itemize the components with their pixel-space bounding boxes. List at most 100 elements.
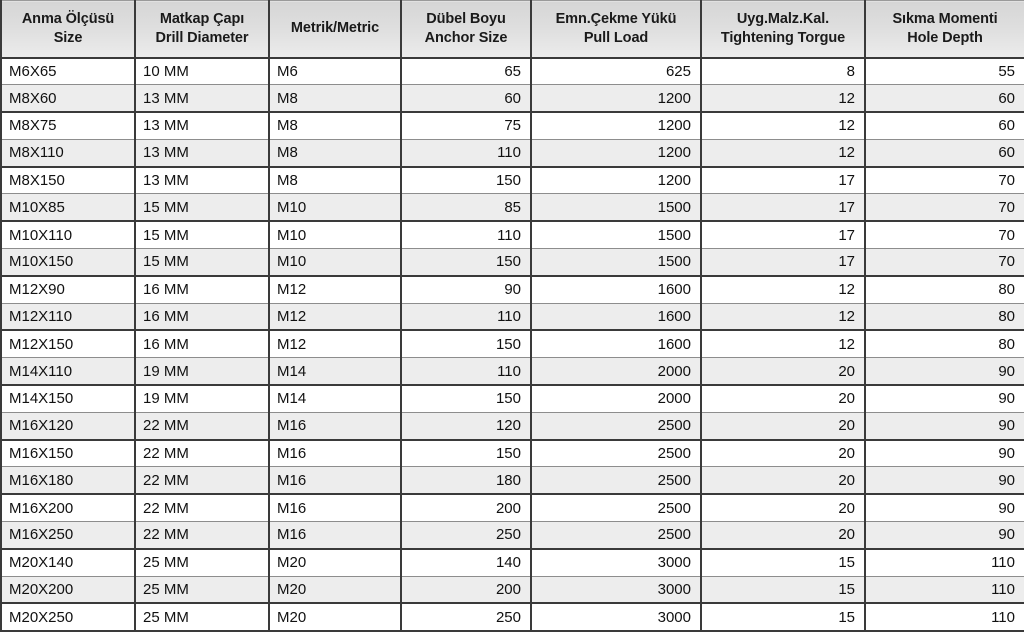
cell-size: M14X150 xyxy=(0,385,136,413)
cell-metric: M16 xyxy=(269,521,402,550)
cell-metric: M20 xyxy=(269,576,402,605)
cell-size: M12X110 xyxy=(0,303,136,332)
cell-drill: 13 MM xyxy=(135,84,270,114)
cell-metric: M8 xyxy=(269,84,402,114)
cell-hole: 60 xyxy=(865,112,1024,140)
cell-size: M8X60 xyxy=(0,84,136,114)
cell-drill: 19 MM xyxy=(135,357,270,387)
cell-hole: 60 xyxy=(865,139,1024,168)
cell-anchor: 60 xyxy=(401,84,532,114)
cell-anchor: 110 xyxy=(401,303,532,332)
cell-size: M16X120 xyxy=(0,412,136,441)
cell-drill: 13 MM xyxy=(135,139,270,168)
cell-size: M6X65 xyxy=(0,57,136,86)
cell-metric: M8 xyxy=(269,112,402,140)
cell-torque: 12 xyxy=(701,275,866,304)
cell-pull: 1600 xyxy=(531,303,702,332)
cell-size: M16X200 xyxy=(0,494,136,523)
table-row: M10X85 15 MM M10 85 1500 17 70 xyxy=(0,193,1024,223)
cell-metric: M12 xyxy=(269,275,402,304)
column-header-metric: Metrik/Metric xyxy=(269,0,402,59)
cell-size: M16X180 xyxy=(0,466,136,496)
column-header-metric-tr: Metrik/Metric xyxy=(290,20,380,37)
table-row: M14X150 19 MM M14 150 2000 20 90 xyxy=(0,385,1024,413)
cell-metric: M16 xyxy=(269,412,402,441)
cell-size: M16X150 xyxy=(0,439,136,468)
cell-metric: M8 xyxy=(269,139,402,168)
cell-drill: 22 MM xyxy=(135,494,270,523)
cell-size: M10X110 xyxy=(0,221,136,250)
cell-drill: 16 MM xyxy=(135,330,270,359)
cell-metric: M10 xyxy=(269,193,402,223)
table-row: M12X110 16 MM M12 110 1600 12 80 xyxy=(0,303,1024,332)
cell-metric: M16 xyxy=(269,494,402,523)
cell-size: M8X150 xyxy=(0,166,136,195)
cell-pull: 625 xyxy=(531,57,702,86)
cell-drill: 16 MM xyxy=(135,275,270,304)
cell-anchor: 90 xyxy=(401,275,532,304)
cell-size: M14X110 xyxy=(0,357,136,387)
table-row: M16X200 22 MM M16 200 2500 20 90 xyxy=(0,494,1024,523)
table-row: M20X140 25 MM M20 140 3000 15 110 xyxy=(0,548,1024,577)
cell-pull: 2500 xyxy=(531,439,702,468)
cell-metric: M8 xyxy=(269,166,402,195)
cell-hole: 90 xyxy=(865,494,1024,523)
cell-torque: 20 xyxy=(701,466,866,496)
table-row: M16X250 22 MM M16 250 2500 20 90 xyxy=(0,521,1024,550)
cell-anchor: 110 xyxy=(401,139,532,168)
cell-torque: 20 xyxy=(701,494,866,523)
column-header-anchor: Dübel Boyu Anchor Size xyxy=(401,0,532,59)
cell-hole: 70 xyxy=(865,166,1024,195)
cell-metric: M14 xyxy=(269,357,402,387)
cell-metric: M12 xyxy=(269,330,402,359)
cell-size: M10X85 xyxy=(0,193,136,223)
column-header-anchor-en: Anchor Size xyxy=(424,29,508,46)
cell-anchor: 110 xyxy=(401,357,532,387)
column-header-drill: Matkap Çapı Drill Diameter xyxy=(135,0,270,59)
header-row: Anma Ölçüsü Size Matkap Çapı Drill Diameter… xyxy=(0,0,1024,59)
column-header-torque-en: Tightening Torgue xyxy=(720,29,846,46)
cell-drill: 22 MM xyxy=(135,412,270,441)
cell-pull: 2000 xyxy=(531,385,702,413)
table-row: M8X110 13 MM M8 110 1200 12 60 xyxy=(0,139,1024,168)
cell-anchor: 250 xyxy=(401,603,532,632)
cell-anchor: 75 xyxy=(401,112,532,140)
cell-drill: 22 MM xyxy=(135,521,270,550)
column-header-size-tr: Anma Ölçüsü xyxy=(21,10,115,27)
cell-pull: 1200 xyxy=(531,84,702,114)
table-row: M8X75 13 MM M8 75 1200 12 60 xyxy=(0,112,1024,140)
cell-drill: 25 MM xyxy=(135,603,270,632)
cell-drill: 15 MM xyxy=(135,248,270,277)
table-row: M10X150 15 MM M10 150 1500 17 70 xyxy=(0,248,1024,277)
column-header-size: Anma Ölçüsü Size xyxy=(0,0,136,59)
cell-drill: 25 MM xyxy=(135,548,270,577)
cell-torque: 8 xyxy=(701,57,866,86)
cell-hole: 70 xyxy=(865,193,1024,223)
cell-torque: 15 xyxy=(701,603,866,632)
cell-pull: 2500 xyxy=(531,494,702,523)
cell-pull: 2500 xyxy=(531,521,702,550)
cell-torque: 20 xyxy=(701,439,866,468)
cell-size: M8X75 xyxy=(0,112,136,140)
column-header-torque: Uyg.Malz.Kal. Tightening Torgue xyxy=(701,0,866,59)
column-header-drill-en: Drill Diameter xyxy=(155,29,249,46)
table-row: M8X60 13 MM M8 60 1200 12 60 xyxy=(0,84,1024,114)
cell-drill: 22 MM xyxy=(135,439,270,468)
cell-drill: 15 MM xyxy=(135,193,270,223)
cell-hole: 90 xyxy=(865,357,1024,387)
cell-hole: 110 xyxy=(865,603,1024,632)
cell-hole: 90 xyxy=(865,521,1024,550)
table-body: M6X65 10 MM M6 65 625 8 55 M8X60 13 MM M8 60 1200 12… xyxy=(0,57,1024,632)
cell-pull: 1500 xyxy=(531,193,702,223)
cell-metric: M6 xyxy=(269,57,402,86)
cell-torque: 17 xyxy=(701,248,866,277)
cell-anchor: 150 xyxy=(401,330,532,359)
cell-torque: 15 xyxy=(701,576,866,605)
column-header-hole: Sıkma Momenti Hole Depth xyxy=(865,0,1024,59)
cell-hole: 80 xyxy=(865,330,1024,359)
cell-hole: 110 xyxy=(865,576,1024,605)
cell-hole: 110 xyxy=(865,548,1024,577)
column-header-drill-tr: Matkap Çapı xyxy=(159,10,245,27)
table-header: Anma Ölçüsü Size Matkap Çapı Drill Diameter… xyxy=(0,0,1024,59)
